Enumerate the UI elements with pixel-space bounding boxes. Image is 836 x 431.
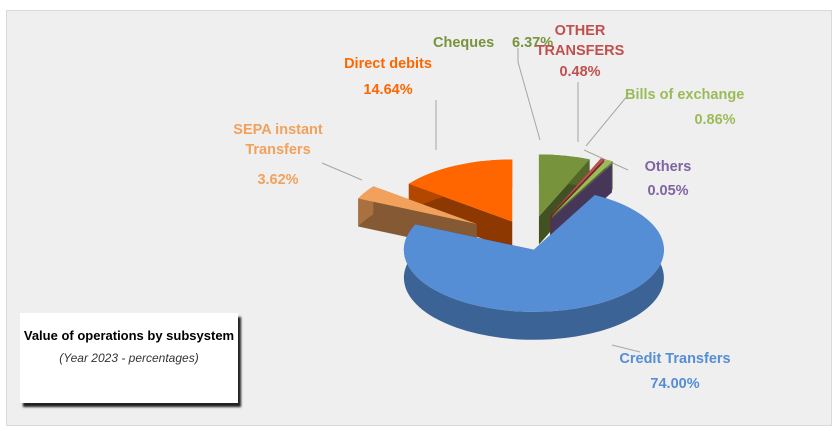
value-label: 0.86% [694,112,736,128]
slice-label: OTHER TRANSFERS [535,23,625,59]
value-label: 3.62% [257,172,299,188]
value-label: 0.05% [647,183,689,199]
value-label: 14.64% [363,82,413,98]
pie-slice [403,195,664,340]
slice-label: SEPA instant Transfers [233,122,323,158]
slice-top [408,159,513,222]
leader-line [585,94,629,147]
slice-top [358,186,477,224]
value-label: 74.00% [650,376,700,392]
slice-top [550,158,605,216]
slice-top [552,159,613,217]
slice-label: Others [644,159,692,175]
leader-line [517,48,541,141]
pie-slice [408,159,513,250]
slice-label: Direct debits [344,56,432,72]
value-label: 0.48% [559,64,601,80]
value-label: 6.37% [512,35,554,51]
slice-wall [408,183,513,250]
slice-top [538,154,590,217]
slice-top [403,195,664,312]
leader-line [321,162,363,181]
title-box: Value of operations by subsystem (Year 2… [20,313,238,403]
leader-line [611,344,641,353]
slice-label: Cheques [433,35,495,51]
leader-lines [321,48,641,353]
slice-label: Credit Transfers [619,351,731,367]
slice-side [403,195,664,340]
chart-subtitle: (Year 2023 - percentages) [59,351,199,365]
slice-label: Bills of exchange [625,87,745,103]
leader-line [583,149,629,171]
chart-title: Value of operations by subsystem [23,328,235,343]
slice-top [551,164,612,220]
